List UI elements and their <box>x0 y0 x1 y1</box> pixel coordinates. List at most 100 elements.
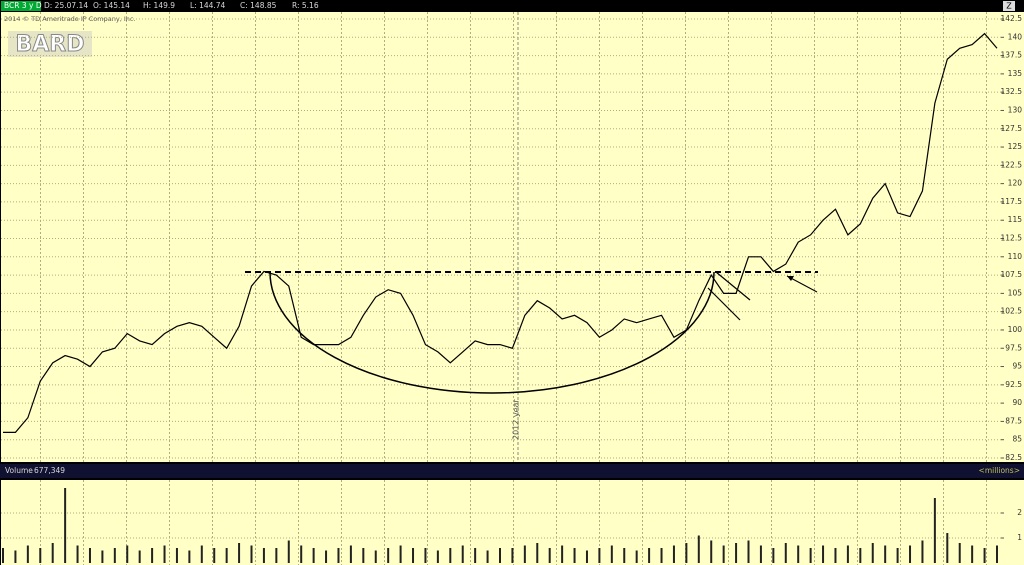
volume-bar <box>548 548 551 563</box>
volume-bar <box>660 548 663 563</box>
y-tick-label: 82.5 <box>1005 453 1022 462</box>
zoom-button[interactable] <box>1003 1 1015 11</box>
y-tick-label: 97.5 <box>1005 343 1022 352</box>
volume-bar <box>88 548 91 563</box>
volume-bar <box>14 550 17 563</box>
volume-bar <box>685 543 688 563</box>
symbol-box[interactable] <box>1 1 41 11</box>
volume-bar <box>76 545 79 563</box>
volume-bar <box>461 545 464 563</box>
volume-unit: <millions> <box>979 466 1020 475</box>
volume-bar <box>250 545 253 563</box>
volume-bar <box>623 548 626 563</box>
y-tick-label: 117.5 <box>1001 197 1023 206</box>
volume-bar <box>784 543 787 563</box>
volume-bar <box>561 545 564 563</box>
y-tick-label: 107.5 <box>1001 270 1023 279</box>
volume-bar <box>598 548 601 563</box>
volume-bar <box>2 548 4 563</box>
y-tick-label: 2 <box>1017 508 1022 517</box>
y-tick-label: 142.5 <box>1001 14 1023 23</box>
volume-bar <box>573 548 576 563</box>
volume-bar <box>26 545 29 563</box>
volume-bar <box>735 543 738 563</box>
volume-bar <box>585 550 588 563</box>
volume-bar <box>312 548 315 563</box>
volume-bar <box>884 545 887 563</box>
watermark-box <box>8 31 92 57</box>
info: L: 144.74 <box>190 1 226 10</box>
volume-bar <box>946 533 949 563</box>
channel-line <box>707 287 741 321</box>
info: D: 25.07.14 <box>44 1 88 10</box>
y-tick-label: 130 <box>1008 105 1023 114</box>
drawings <box>245 271 818 394</box>
info: R: 5.16 <box>292 1 319 10</box>
volume-bar <box>101 550 104 563</box>
volume-bar <box>163 545 166 563</box>
volume-title: Volume <box>5 466 33 475</box>
volume-bar <box>523 545 526 563</box>
volume-bar <box>262 548 265 563</box>
volume-bar <box>896 548 899 563</box>
vertical-grid <box>1 12 1001 462</box>
volume-bar <box>772 548 775 563</box>
volume-bar <box>474 548 477 563</box>
volume-bar <box>337 548 340 563</box>
volume-bar <box>200 545 203 563</box>
volume-bar <box>958 543 961 563</box>
volume-bar <box>648 548 651 563</box>
volume-value: 677,349 <box>34 466 65 475</box>
volume-bar <box>610 545 613 563</box>
volume-bar <box>859 548 862 563</box>
volume-bar <box>436 550 439 563</box>
volume-bar <box>909 545 912 563</box>
y-tick-label: 127.5 <box>1001 124 1023 133</box>
y-tick-label: 87.5 <box>1005 416 1022 425</box>
y-tick-label: 102.5 <box>1001 307 1023 316</box>
volume-bar <box>747 540 750 563</box>
y-tick-label: 125 <box>1008 142 1023 151</box>
volume-bar <box>238 543 241 563</box>
volume-bar <box>697 535 700 563</box>
volume-bar <box>499 548 501 563</box>
zoom-icon[interactable]: Z <box>1006 2 1012 11</box>
volume-bar <box>933 498 936 563</box>
info: O: 145.14 <box>93 1 130 10</box>
volume-bar <box>300 545 303 563</box>
y-tick-label: 140 <box>1008 32 1023 41</box>
volume-bar <box>113 548 116 563</box>
volume-bar <box>175 548 178 563</box>
volume-bar <box>188 550 191 563</box>
volume-bar <box>51 543 54 563</box>
channel-line <box>715 271 751 301</box>
cup-arc <box>269 271 715 394</box>
volume-bar <box>635 550 638 563</box>
arrow-head <box>787 276 794 281</box>
y-tick-label: 115 <box>1008 215 1023 224</box>
y-tick-label: 122.5 <box>1001 160 1023 169</box>
volume-bar <box>672 545 675 563</box>
volume-bar <box>871 543 874 563</box>
y-tick-label: 105 <box>1008 288 1023 297</box>
volume-bar <box>809 548 812 563</box>
volume-bar <box>362 548 365 563</box>
volume-bar <box>138 550 141 563</box>
volume-bar <box>710 540 713 563</box>
y-tick-label: 112.5 <box>1001 234 1023 243</box>
volume-bar <box>412 548 415 563</box>
volume-bar <box>399 545 402 563</box>
volume-bar <box>126 545 129 563</box>
watermark: BARD <box>16 32 85 57</box>
volume-bar <box>996 545 998 563</box>
volume-bar <box>424 548 427 563</box>
y-tick-label: 1 <box>1017 533 1022 542</box>
volume-bar <box>846 545 849 563</box>
y-tick-label: 110 <box>1008 252 1023 261</box>
volume-bar <box>536 543 539 563</box>
info: C: 148.85 <box>240 1 277 10</box>
volume-bar <box>983 548 986 563</box>
volume-header <box>0 464 1024 478</box>
